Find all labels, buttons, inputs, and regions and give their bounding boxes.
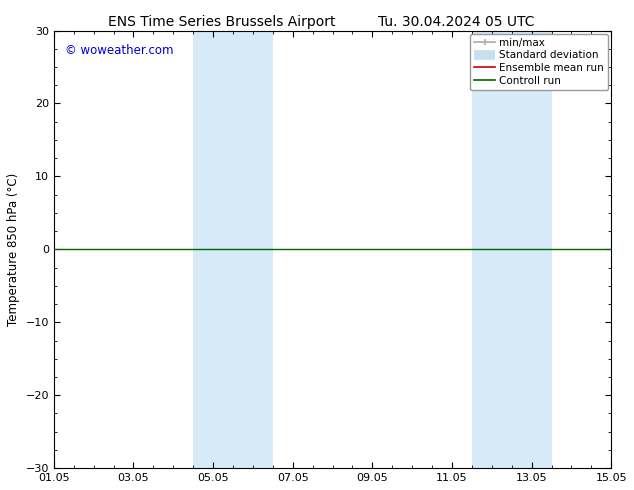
Text: ENS Time Series Brussels Airport: ENS Time Series Brussels Airport	[108, 15, 335, 29]
Text: Tu. 30.04.2024 05 UTC: Tu. 30.04.2024 05 UTC	[378, 15, 534, 29]
Bar	[193, 30, 273, 468]
Y-axis label: Temperature 850 hPa (°C): Temperature 850 hPa (°C)	[7, 173, 20, 326]
Text: © woweather.com: © woweather.com	[65, 44, 174, 57]
Bar	[472, 30, 552, 468]
Legend: min/max, Standard deviation, Ensemble mean run, Controll run: min/max, Standard deviation, Ensemble me…	[470, 34, 608, 90]
